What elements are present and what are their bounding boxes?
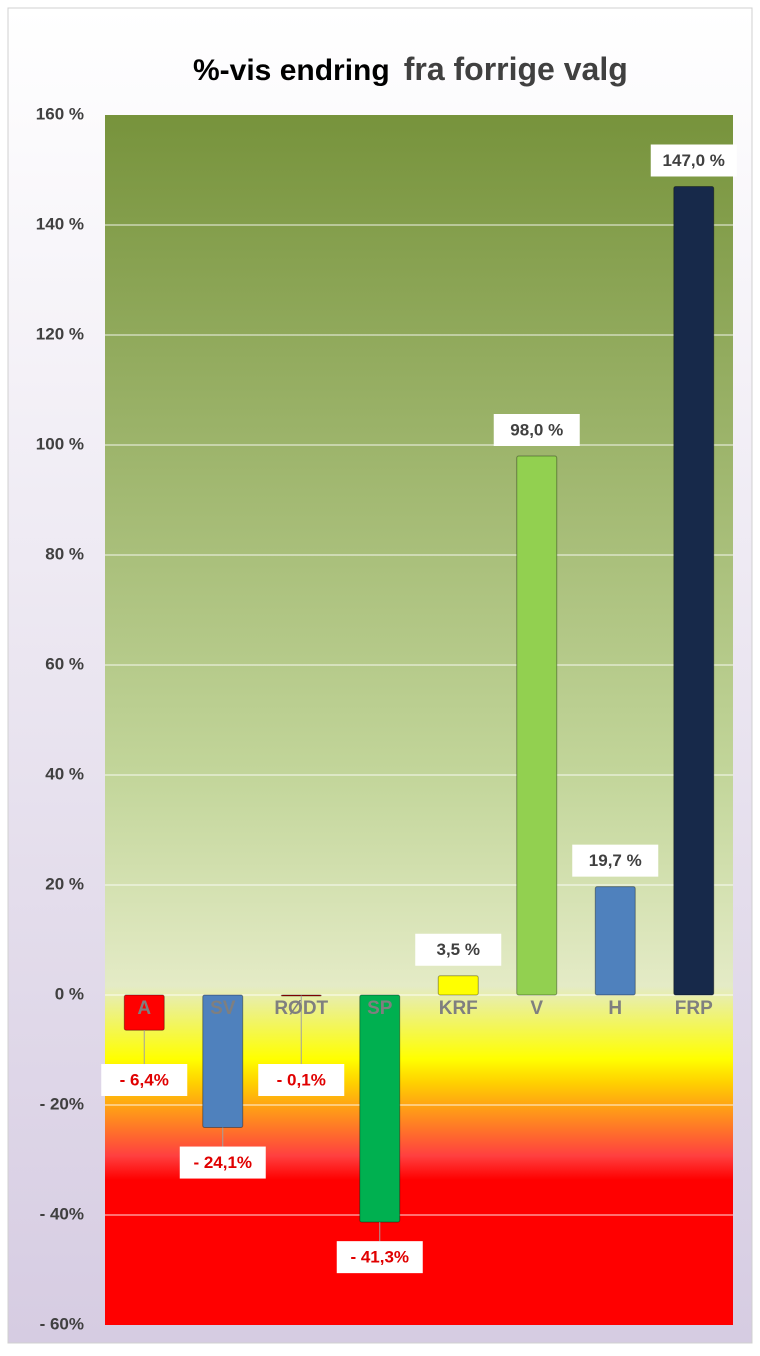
bar — [673, 186, 715, 996]
label-box — [179, 1146, 266, 1179]
y-tick-label: 60 % — [45, 654, 84, 673]
bar — [594, 886, 636, 996]
data-label: - 6,4% — [120, 1070, 169, 1089]
data-label: 3,5 % — [437, 940, 480, 959]
y-tick-label: - 60% — [40, 1314, 84, 1333]
label-box — [415, 933, 502, 966]
y-tick-label: 140 % — [36, 214, 84, 233]
bar — [437, 975, 479, 996]
data-label: - 24,1% — [193, 1153, 252, 1172]
plot-area — [105, 115, 733, 1325]
y-tick-label: 120 % — [36, 324, 84, 343]
y-tick-label: 80 % — [45, 544, 84, 563]
data-label: - 41,3% — [350, 1248, 409, 1267]
y-tick-label: 100 % — [36, 434, 84, 453]
y-tick-label: - 40% — [40, 1204, 84, 1223]
subtitle: fra forrige valg — [404, 51, 628, 87]
label-box — [493, 414, 580, 446]
label-box — [258, 1064, 345, 1096]
label-box — [336, 1241, 423, 1274]
title: %-vis endring — [193, 54, 390, 87]
x-tick-label: V — [530, 998, 543, 1019]
x-tick-label: KRF — [439, 998, 478, 1019]
label-box — [650, 144, 737, 177]
chart-title: %-vis endring fra forrige valg — [193, 51, 628, 87]
x-tick-label: RØDT — [274, 998, 328, 1019]
y-tick-label: 20 % — [45, 874, 84, 893]
data-label: 98,0 % — [510, 420, 563, 439]
x-tick-label: SP — [367, 998, 393, 1019]
data-label: 147,0 % — [663, 151, 725, 170]
y-tick-label: 160 % — [36, 104, 84, 123]
label-box — [101, 1064, 188, 1096]
y-tick-label: 0 % — [55, 984, 84, 1003]
bar — [359, 994, 401, 1223]
y-tick-label: - 20% — [40, 1094, 84, 1113]
y-tick-label: 40 % — [45, 764, 84, 783]
x-tick-label: A — [137, 998, 151, 1019]
data-label: - 0,1% — [277, 1070, 326, 1089]
data-label: 19,7 % — [589, 851, 642, 870]
x-tick-label: FRP — [675, 998, 713, 1019]
x-tick-label: H — [608, 998, 622, 1019]
x-tick-label: SV — [210, 998, 236, 1019]
bar — [516, 455, 558, 996]
label-box — [572, 844, 659, 877]
